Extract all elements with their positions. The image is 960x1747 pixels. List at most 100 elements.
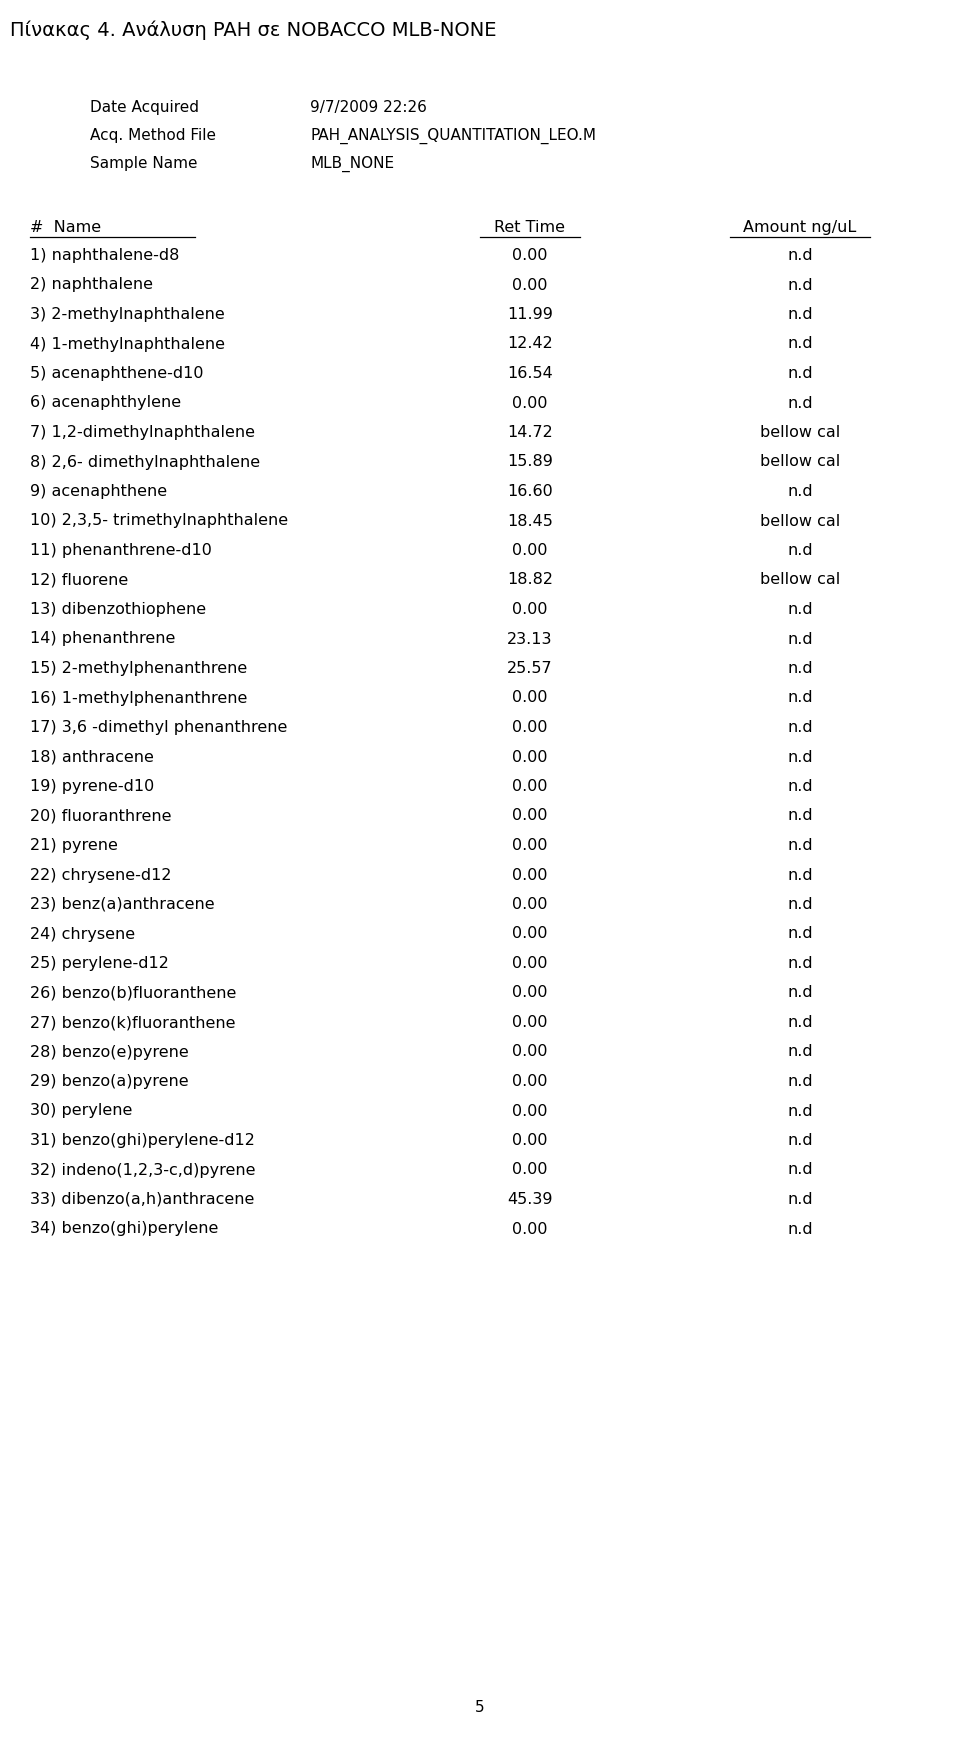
- Text: n.d: n.d: [787, 543, 813, 557]
- Text: n.d: n.d: [787, 1104, 813, 1118]
- Text: 0.00: 0.00: [513, 896, 548, 912]
- Text: 7) 1,2-dimethylnaphthalene: 7) 1,2-dimethylnaphthalene: [30, 425, 255, 440]
- Text: 12.42: 12.42: [507, 337, 553, 351]
- Text: n.d: n.d: [787, 956, 813, 971]
- Text: 0.00: 0.00: [513, 1045, 548, 1059]
- Text: n.d: n.d: [787, 749, 813, 765]
- Text: n.d: n.d: [787, 896, 813, 912]
- Text: #  Name: # Name: [30, 220, 101, 236]
- Text: 8) 2,6- dimethylnaphthalene: 8) 2,6- dimethylnaphthalene: [30, 454, 260, 470]
- Text: 15.89: 15.89: [507, 454, 553, 470]
- Text: 25) perylene-d12: 25) perylene-d12: [30, 956, 169, 971]
- Text: bellow cal: bellow cal: [760, 454, 840, 470]
- Text: 0.00: 0.00: [513, 720, 548, 735]
- Text: n.d: n.d: [787, 603, 813, 617]
- Text: n.d: n.d: [787, 395, 813, 411]
- Text: 15) 2-methylphenanthrene: 15) 2-methylphenanthrene: [30, 660, 248, 676]
- Text: 5) acenaphthene-d10: 5) acenaphthene-d10: [30, 367, 204, 381]
- Text: PAH_ANALYSIS_QUANTITATION_LEO.M: PAH_ANALYSIS_QUANTITATION_LEO.M: [310, 128, 596, 145]
- Text: 0.00: 0.00: [513, 1074, 548, 1088]
- Text: 18) anthracene: 18) anthracene: [30, 749, 154, 765]
- Text: 0.00: 0.00: [513, 1134, 548, 1148]
- Text: n.d: n.d: [787, 985, 813, 1001]
- Text: n.d: n.d: [787, 248, 813, 264]
- Text: Amount ng/uL: Amount ng/uL: [743, 220, 856, 236]
- Text: n.d: n.d: [787, 839, 813, 853]
- Text: bellow cal: bellow cal: [760, 514, 840, 529]
- Text: 1) naphthalene-d8: 1) naphthalene-d8: [30, 248, 180, 264]
- Text: 26) benzo(b)fluoranthene: 26) benzo(b)fluoranthene: [30, 985, 236, 1001]
- Text: 21) pyrene: 21) pyrene: [30, 839, 118, 853]
- Text: 0.00: 0.00: [513, 749, 548, 765]
- Text: 0.00: 0.00: [513, 1162, 548, 1177]
- Text: 0.00: 0.00: [513, 839, 548, 853]
- Text: 9/7/2009 22:26: 9/7/2009 22:26: [310, 100, 427, 115]
- Text: n.d: n.d: [787, 1074, 813, 1088]
- Text: n.d: n.d: [787, 690, 813, 706]
- Text: 0.00: 0.00: [513, 248, 548, 264]
- Text: 0.00: 0.00: [513, 395, 548, 411]
- Text: bellow cal: bellow cal: [760, 425, 840, 440]
- Text: n.d: n.d: [787, 484, 813, 500]
- Text: 12) fluorene: 12) fluorene: [30, 573, 129, 587]
- Text: 0.00: 0.00: [513, 926, 548, 942]
- Text: n.d: n.d: [787, 631, 813, 646]
- Text: MLB_NONE: MLB_NONE: [310, 155, 395, 173]
- Text: n.d: n.d: [787, 1045, 813, 1059]
- Text: Ret Time: Ret Time: [494, 220, 565, 236]
- Text: n.d: n.d: [787, 278, 813, 292]
- Text: 0.00: 0.00: [513, 603, 548, 617]
- Text: bellow cal: bellow cal: [760, 573, 840, 587]
- Text: 11) phenanthrene-d10: 11) phenanthrene-d10: [30, 543, 212, 557]
- Text: Date Acquired: Date Acquired: [90, 100, 199, 115]
- Text: Πίνακας 4. Ανάλυση PAH σε NOBACCO MLB-NONE: Πίνακας 4. Ανάλυση PAH σε NOBACCO MLB-NO…: [10, 19, 496, 40]
- Text: 9) acenaphthene: 9) acenaphthene: [30, 484, 167, 500]
- Text: 18.45: 18.45: [507, 514, 553, 529]
- Text: n.d: n.d: [787, 1134, 813, 1148]
- Text: Acq. Method File: Acq. Method File: [90, 128, 216, 143]
- Text: 0.00: 0.00: [513, 809, 548, 823]
- Text: 30) perylene: 30) perylene: [30, 1104, 132, 1118]
- Text: 29) benzo(a)pyrene: 29) benzo(a)pyrene: [30, 1074, 188, 1088]
- Text: n.d: n.d: [787, 1221, 813, 1237]
- Text: 0.00: 0.00: [513, 868, 548, 882]
- Text: 4) 1-methylnaphthalene: 4) 1-methylnaphthalene: [30, 337, 225, 351]
- Text: 0.00: 0.00: [513, 1015, 548, 1031]
- Text: 0.00: 0.00: [513, 956, 548, 971]
- Text: 0.00: 0.00: [513, 779, 548, 793]
- Text: 25.57: 25.57: [507, 660, 553, 676]
- Text: 24) chrysene: 24) chrysene: [30, 926, 135, 942]
- Text: 0.00: 0.00: [513, 278, 548, 292]
- Text: n.d: n.d: [787, 779, 813, 793]
- Text: 31) benzo(ghi)perylene-d12: 31) benzo(ghi)perylene-d12: [30, 1134, 254, 1148]
- Text: 32) indeno(1,2,3-c,d)pyrene: 32) indeno(1,2,3-c,d)pyrene: [30, 1162, 255, 1177]
- Text: 19) pyrene-d10: 19) pyrene-d10: [30, 779, 155, 793]
- Text: 0.00: 0.00: [513, 985, 548, 1001]
- Text: n.d: n.d: [787, 868, 813, 882]
- Text: 23) benz(a)anthracene: 23) benz(a)anthracene: [30, 896, 215, 912]
- Text: 23.13: 23.13: [507, 631, 553, 646]
- Text: 28) benzo(e)pyrene: 28) benzo(e)pyrene: [30, 1045, 189, 1059]
- Text: 16.60: 16.60: [507, 484, 553, 500]
- Text: n.d: n.d: [787, 307, 813, 321]
- Text: 2) naphthalene: 2) naphthalene: [30, 278, 153, 292]
- Text: 20) fluoranthrene: 20) fluoranthrene: [30, 809, 172, 823]
- Text: n.d: n.d: [787, 1162, 813, 1177]
- Text: 5: 5: [475, 1700, 485, 1716]
- Text: 0.00: 0.00: [513, 690, 548, 706]
- Text: 0.00: 0.00: [513, 1221, 548, 1237]
- Text: 16) 1-methylphenanthrene: 16) 1-methylphenanthrene: [30, 690, 248, 706]
- Text: 11.99: 11.99: [507, 307, 553, 321]
- Text: 3) 2-methylnaphthalene: 3) 2-methylnaphthalene: [30, 307, 225, 321]
- Text: n.d: n.d: [787, 367, 813, 381]
- Text: 13) dibenzothiophene: 13) dibenzothiophene: [30, 603, 206, 617]
- Text: n.d: n.d: [787, 926, 813, 942]
- Text: n.d: n.d: [787, 720, 813, 735]
- Text: n.d: n.d: [787, 337, 813, 351]
- Text: 14.72: 14.72: [507, 425, 553, 440]
- Text: 27) benzo(k)fluoranthene: 27) benzo(k)fluoranthene: [30, 1015, 235, 1031]
- Text: n.d: n.d: [787, 1015, 813, 1031]
- Text: Sample Name: Sample Name: [90, 155, 198, 171]
- Text: 33) dibenzo(a,h)anthracene: 33) dibenzo(a,h)anthracene: [30, 1191, 254, 1207]
- Text: 22) chrysene-d12: 22) chrysene-d12: [30, 868, 172, 882]
